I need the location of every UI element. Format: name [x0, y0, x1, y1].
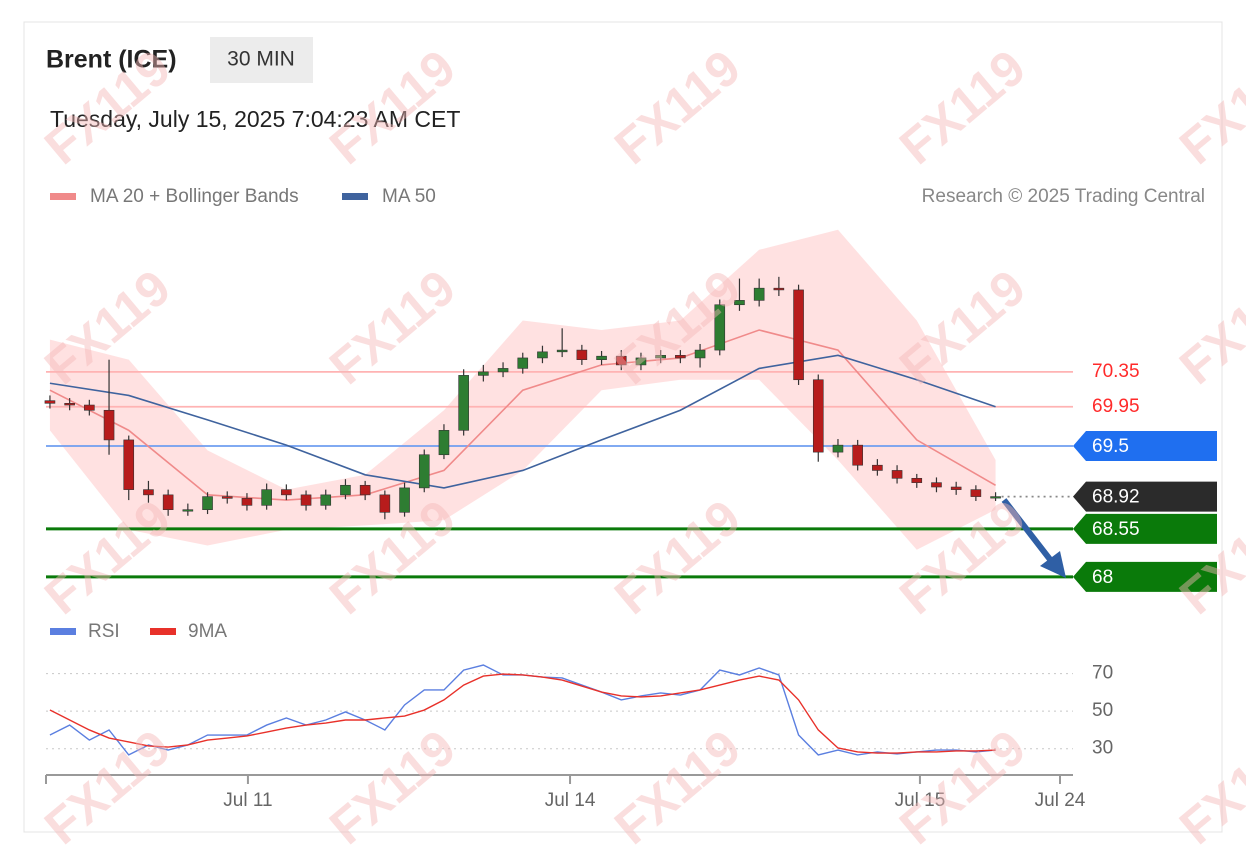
candle-body — [970, 489, 982, 497]
candle-body — [714, 304, 726, 351]
candle-body — [162, 494, 174, 510]
candle-body — [675, 355, 686, 359]
candle-body — [655, 355, 666, 359]
candle-body — [497, 368, 509, 373]
candle-body — [931, 482, 942, 488]
credit: Research © 2025 Trading Central — [922, 186, 1205, 207]
ma-line — [49, 354, 996, 489]
candle-body — [103, 409, 115, 441]
legend-swatch — [50, 628, 76, 635]
candle-body — [64, 402, 75, 406]
candle-body — [556, 349, 568, 353]
candle-body — [84, 404, 95, 411]
candle-body — [753, 287, 765, 301]
y-tick-label: 50 — [1092, 700, 1113, 721]
candle-body — [399, 487, 410, 513]
candle-body — [123, 439, 135, 490]
candle-body — [300, 494, 312, 506]
candle-body — [891, 470, 903, 479]
legend-label: MA 20 + Bollinger Bands — [90, 186, 299, 207]
x-tick-label: Jul 14 — [545, 790, 596, 811]
level-label: 68 — [1092, 567, 1113, 588]
y-tick-label: 70 — [1092, 663, 1113, 684]
candle-body — [143, 489, 154, 496]
candle-body — [458, 375, 469, 431]
card — [23, 21, 1223, 833]
candle-body — [793, 289, 804, 381]
legend-swatch — [50, 193, 76, 200]
candle-body — [202, 496, 213, 510]
x-tick-label: Jul 11 — [223, 790, 272, 811]
legend-swatch — [150, 628, 176, 635]
candle-body — [221, 496, 233, 499]
candle-body — [635, 357, 647, 366]
candle-body — [379, 494, 391, 513]
candle-body — [615, 355, 627, 366]
candle-body — [340, 484, 351, 496]
candle-body — [812, 379, 824, 453]
candle-body — [261, 489, 272, 506]
candle-body — [832, 444, 844, 453]
candle-body — [438, 430, 450, 456]
forecast-arrow — [1001, 498, 1066, 578]
candle-body — [182, 509, 194, 512]
candle-body — [950, 486, 962, 490]
candle-body — [852, 444, 863, 466]
legend-label: 9MA — [188, 621, 227, 642]
level-label: 68.92 — [1092, 487, 1140, 508]
line-series — [49, 673, 996, 754]
interval: 30 MIN — [227, 48, 295, 71]
level-label: 70.35 — [1092, 361, 1140, 382]
candle-body — [517, 357, 529, 369]
candle-body — [418, 454, 430, 489]
candle-body — [596, 355, 607, 360]
timestamp: Tuesday, July 15, 2025 7:04:23 AM CET — [50, 106, 460, 132]
candle-body — [911, 477, 923, 483]
candle-body — [44, 400, 56, 404]
plot-area: MA 20 + Bollinger Bands MA 50 70.35 69.95 69… — [44, 186, 1217, 811]
x-tick-label: Jul 15 — [895, 790, 946, 811]
candle-body — [773, 287, 785, 291]
candle-body — [478, 371, 489, 376]
legend-swatch — [342, 193, 368, 200]
candle-body — [734, 300, 745, 306]
level-label: 69.5 — [1092, 436, 1129, 457]
y-tick-label: 30 — [1092, 738, 1113, 759]
level-tag — [1073, 513, 1217, 544]
candle-body — [576, 349, 588, 360]
level-label: 69.95 — [1092, 396, 1140, 417]
legend-label: RSI — [88, 621, 120, 642]
candle-body — [359, 484, 371, 496]
candle-body — [872, 464, 883, 471]
candle-body — [241, 498, 253, 506]
legend-label: MA 50 — [382, 186, 436, 207]
x-tick-label: Jul 24 — [1035, 790, 1086, 811]
level-tag — [1073, 481, 1217, 512]
title: Brent (ICE) — [46, 46, 177, 74]
candle-body — [694, 349, 706, 359]
candle-body — [537, 351, 548, 359]
level-tag — [1073, 431, 1217, 462]
interval-box — [210, 37, 313, 83]
candle-body — [990, 496, 1001, 499]
level-label: 68.55 — [1092, 519, 1140, 540]
arrow-head — [1040, 551, 1066, 578]
arrow-shaft — [1001, 498, 1055, 564]
level-tag — [1073, 561, 1217, 592]
candle-body — [281, 489, 292, 496]
candle-body — [320, 494, 332, 506]
